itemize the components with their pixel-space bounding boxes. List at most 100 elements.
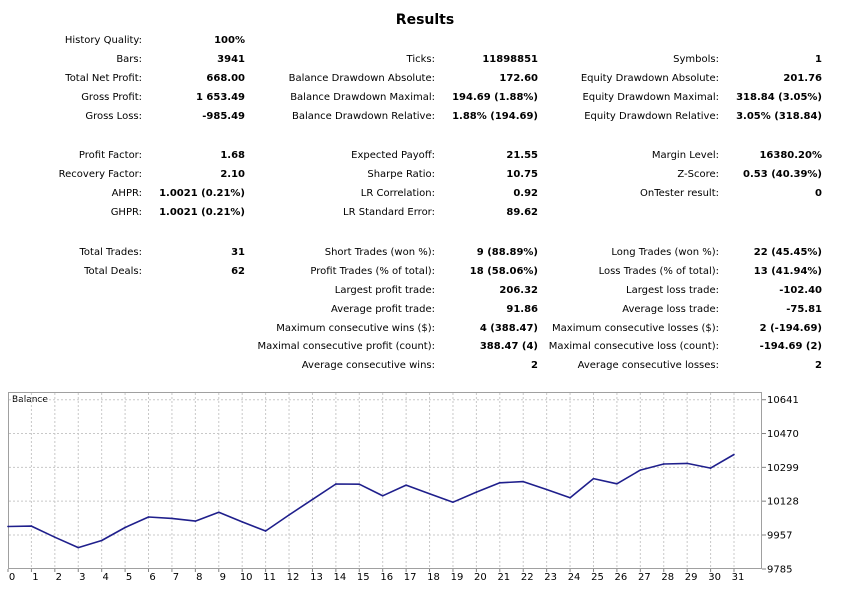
x-tick-label: 6 [149,572,155,583]
stat-label: LR Standard Error: [343,207,435,219]
balance-series-line [7,453,735,549]
x-tick-label: 22 [521,572,534,583]
stat-value: 201.76 [783,72,822,84]
stat-label: Total Net Profit: [65,72,142,84]
balance-point [452,501,454,503]
balance-point [428,492,431,495]
stat-value: -194.69 (2) [759,341,822,353]
stat-label: Maximum consecutive wins ($): [276,322,435,334]
x-tick-label: 10 [240,572,253,583]
x-tick-label: 18 [427,572,440,583]
balance-point [616,482,618,485]
stat-value: 1 [815,53,822,65]
y-tick-label: 9957 [767,530,792,541]
x-tick-label: 0 [9,572,15,583]
balance-point [499,481,501,484]
balance-point [54,536,56,538]
stat-value: 89.62 [506,207,538,219]
stat-label: Balance Drawdown Absolute: [288,72,435,84]
stat-label: Balance Drawdown Relative: [291,110,435,122]
balance-point [77,546,80,549]
x-tick-label: 20 [474,572,487,583]
stat-label: History Quality: [64,35,142,46]
x-tick-label: 2 [56,572,62,583]
stat-label: Profit Trades (% of total): [310,265,435,277]
stat-value: 100% [214,35,245,46]
balance-point [124,526,126,529]
x-tick-label: 5 [126,572,132,583]
stat-label: Recovery Factor: [58,169,142,181]
stat-value: 172.60 [499,72,538,84]
x-tick-label: 19 [451,572,464,583]
x-tick-label: 28 [661,572,674,583]
stat-label: Gross Profit: [81,91,142,103]
balance-point [358,483,361,485]
stat-value: 1 653.49 [195,91,245,103]
stat-value: 668.00 [206,72,245,84]
stat-value: 10.75 [506,169,538,181]
stat-value: 18 (58.06%) [469,265,538,277]
stat-label: OnTester result: [639,188,719,200]
x-tick-label: 13 [310,572,323,583]
balance-point [405,484,407,486]
stat-label: Average loss trade: [622,303,719,315]
stat-value: 1.0021 (0.21%) [159,207,245,219]
balance-point [7,525,9,528]
balance-point [241,521,243,523]
stat-label: Expected Payoff: [351,150,435,162]
stat-value: 388.47 (4) [479,341,538,353]
stat-label: Profit Factor: [78,150,142,162]
stat-label: LR Correlation: [360,188,435,200]
balance-point [686,462,688,465]
balance-point [639,469,642,471]
x-tick-label: 12 [287,572,300,583]
x-tick-label: 3 [79,572,85,583]
x-tick-label: 23 [544,572,557,583]
stat-label: GHPR: [110,207,142,219]
stat-value: 3.05% (318.84) [736,110,822,122]
balance-point [264,530,267,532]
x-tick-label: 15 [357,572,370,583]
stat-value: 0.92 [513,188,538,200]
stat-label: Total Trades: [79,246,143,258]
balance-point [733,453,735,456]
stat-label: Equity Drawdown Relative: [584,110,719,122]
stat-label: Long Trades (won %): [611,246,719,258]
x-tick-label: 25 [591,572,604,583]
x-tick-label: 21 [497,572,510,583]
stat-value: -102.40 [779,284,822,296]
stat-value: 1.88% (194.69) [452,110,538,122]
balance-point [30,525,33,527]
y-tick-label: 10470 [767,429,799,440]
balance-point [288,514,290,516]
stat-label: AHPR: [111,188,142,200]
stat-label: Total Deals: [84,265,142,277]
stat-label: Gross Loss: [85,110,142,122]
stat-label: Sharpe Ratio: [367,169,435,181]
x-tick-label: 24 [568,572,581,583]
balance-chart-frame [8,392,762,569]
stat-value: 2.10 [220,169,245,181]
stat-label: Balance Drawdown Maximal: [290,91,435,103]
stat-value: -75.81 [786,303,822,315]
stat-label: Symbols: [673,53,719,65]
x-tick-label: 9 [220,572,226,583]
x-tick-label: 16 [380,572,393,583]
stat-value: 16380.20% [759,150,822,162]
stat-label: Average consecutive losses: [577,360,719,372]
stat-label: Average consecutive wins: [301,360,435,372]
stat-label: Z-Score: [677,169,719,181]
x-tick-label: 7 [173,572,179,583]
stat-value: 4 (388.47) [479,322,538,334]
stat-value: 1.68 [220,150,245,162]
balance-point [171,517,173,520]
stat-value: 318.84 (3.05%) [736,91,822,103]
stat-label: Equity Drawdown Maximal: [582,91,719,103]
stat-value: 62 [231,265,245,277]
stat-value: 2 (-194.69) [759,322,822,334]
stat-label: Loss Trades (% of total): [598,265,719,277]
balance-point [475,491,478,493]
x-tick-label: 29 [685,572,698,583]
stat-value: -985.49 [202,110,245,122]
stat-label: Short Trades (won %): [324,246,435,258]
